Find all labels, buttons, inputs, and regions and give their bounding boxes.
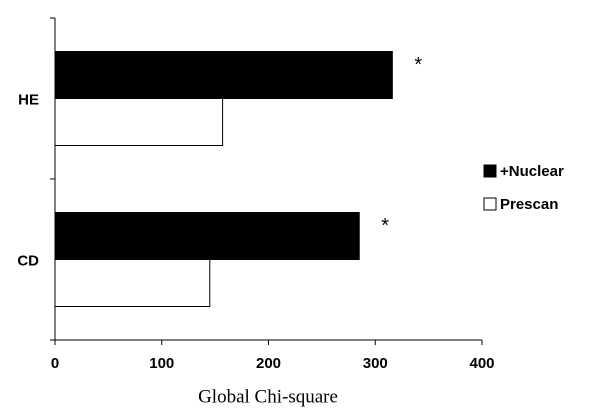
bar bbox=[54, 212, 360, 260]
annotation: * bbox=[381, 215, 389, 237]
y-tick-label: HE bbox=[18, 91, 39, 108]
x-axis-label: Global Chi-square bbox=[198, 386, 338, 407]
x-tick-label: 0 bbox=[51, 355, 59, 372]
annotation: * bbox=[414, 54, 422, 76]
x-tick-label: 400 bbox=[469, 355, 494, 372]
y-tick-label: CD bbox=[17, 252, 39, 269]
x-tick-label: 200 bbox=[256, 355, 281, 372]
bar bbox=[54, 98, 224, 146]
legend-label: +Nuclear bbox=[500, 163, 564, 180]
legend-swatch bbox=[483, 164, 497, 178]
bar bbox=[54, 259, 211, 307]
legend-label: Prescan bbox=[500, 196, 558, 213]
bar bbox=[54, 51, 393, 99]
x-tick-label: 100 bbox=[149, 355, 174, 372]
legend-swatch bbox=[483, 197, 497, 211]
x-tick-label: 300 bbox=[363, 355, 388, 372]
